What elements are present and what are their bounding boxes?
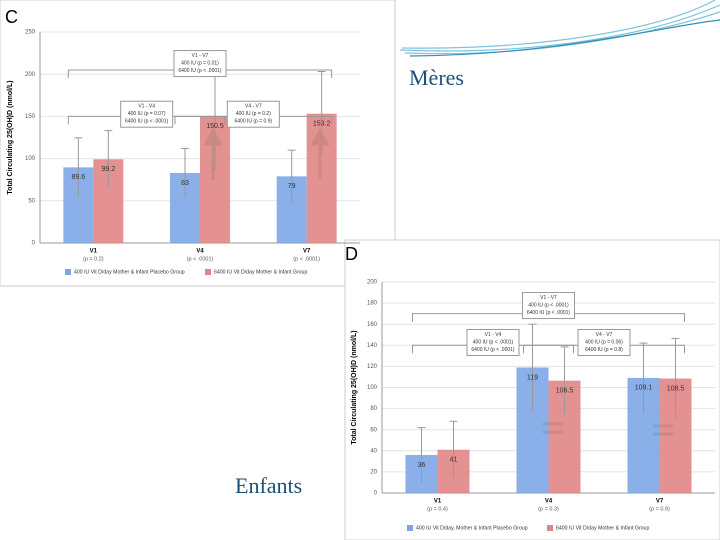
y-tick-label: 100: [367, 385, 378, 391]
annotation-text: 400 IU (p < .0001): [528, 302, 569, 308]
value-label: 41: [450, 457, 458, 464]
y-tick-label: 80: [370, 406, 377, 412]
annotation-box: [522, 292, 575, 320]
x-tick-label: V4: [545, 499, 553, 505]
x-tick-label: V1: [90, 249, 98, 255]
legend-swatch: [65, 269, 71, 275]
y-tick-label: 0: [32, 241, 36, 247]
value-label: 79: [288, 183, 296, 190]
x-tick-note: (p = 0.3): [538, 506, 559, 512]
y-tick-label: 250: [25, 30, 36, 36]
x-tick-note: (p = 0.9): [649, 506, 670, 512]
legend-swatch: [547, 525, 553, 531]
value-label: 153.2: [313, 121, 331, 128]
value-label: 99.2: [102, 166, 116, 173]
annotation-text: 400 IU (p = 0.2): [236, 111, 271, 117]
decoration: [399, 0, 720, 57]
x-tick-label: V4: [196, 249, 204, 255]
x-tick-note: (p < .0001): [187, 256, 214, 262]
x-tick-note: (p = 0.2): [83, 256, 104, 262]
annotation-box: [577, 328, 631, 356]
y-tick-label: 150: [25, 114, 36, 120]
annotation-box: [466, 328, 520, 356]
y-axis-label: Total Circulating 25(OH)D (nmol/L): [7, 80, 14, 194]
annotation-box: [120, 100, 174, 128]
annotation-text: V1 - V7: [192, 53, 209, 59]
annotation-text: 400 IU (p = 0.07): [128, 111, 166, 117]
legend-swatch: [205, 269, 211, 275]
value-label: 106.5: [556, 387, 574, 394]
y-tick-label: 180: [367, 301, 378, 307]
y-tick-label: 50: [28, 198, 35, 204]
y-tick-label: 100: [25, 156, 36, 162]
y-axis-label: Total Circulating 25(OH)D (nmol/L): [351, 330, 358, 444]
value-label: 119: [527, 374, 538, 381]
y-tick-label: 40: [370, 448, 377, 454]
annotation-text: V1 - V7: [540, 295, 557, 301]
value-label: 89.6: [72, 174, 86, 181]
annotation-box: [226, 100, 280, 128]
y-tick-label: 140: [367, 343, 378, 349]
x-tick-note: (p = 0.4): [427, 506, 448, 512]
y-tick-label: 120: [367, 364, 378, 370]
value-label: 109.1: [635, 385, 653, 392]
legend-label: 6400 IU Vit D/day Mother & Infant Group: [214, 269, 307, 275]
legend-label: 400 IU Vit D/day Mother & Infant Placebo…: [74, 269, 185, 275]
annotation-text: V4 - V7: [245, 104, 262, 110]
value-label: 150.5: [206, 123, 224, 130]
y-tick-label: 0: [374, 491, 378, 497]
value-label: 36: [418, 462, 426, 469]
annotation-text: V4 - V7: [596, 332, 613, 338]
y-tick-label: 20: [370, 469, 377, 475]
legend-label: 6400 IU Vit D/day Mother & Infant Group: [556, 525, 649, 531]
panel-label: C: [5, 7, 18, 27]
annotation-text: 6400 IU (p < .0001): [471, 347, 515, 353]
annotation-text: 400 IU (p = 0.01): [181, 60, 219, 66]
annotation-text: 6400 IU (p = 0.8): [585, 347, 623, 353]
x-tick-label: V1: [434, 499, 442, 505]
panel-label: D: [345, 244, 358, 264]
annotation-text: V1 - V4: [485, 332, 502, 338]
annotation-box: [173, 50, 227, 78]
y-tick-label: 200: [25, 72, 36, 78]
slide-label: Enfants: [235, 473, 302, 498]
legend-swatch: [407, 525, 413, 531]
annotation-text: 400 IU (p < .0001): [473, 339, 514, 345]
x-tick-note: (p < .0001): [293, 256, 320, 262]
slide-label: Mères: [409, 65, 464, 90]
annotation-text: 6400 IU (p < .0001): [125, 119, 169, 125]
value-label: 108.5: [667, 385, 685, 392]
annotation-text: V1 - V4: [138, 104, 155, 110]
x-tick-label: V7: [656, 499, 664, 505]
y-tick-label: 160: [367, 322, 378, 328]
legend-label: 400 IU Vit D/day, Mother & Infant Placeb…: [416, 525, 528, 531]
annotation-text: 6400 IU (p < .0001): [527, 310, 571, 316]
value-label: 83: [181, 180, 189, 187]
annotation-text: 400 IU (p = 0.06): [585, 339, 623, 345]
x-tick-label: V7: [303, 249, 311, 255]
y-tick-label: 200: [367, 280, 378, 286]
annotation-text: 6400 IU (p < .0001): [178, 68, 222, 74]
y-tick-label: 60: [370, 427, 377, 433]
annotation-text: 6400 IU (p = 0.9): [234, 119, 272, 125]
